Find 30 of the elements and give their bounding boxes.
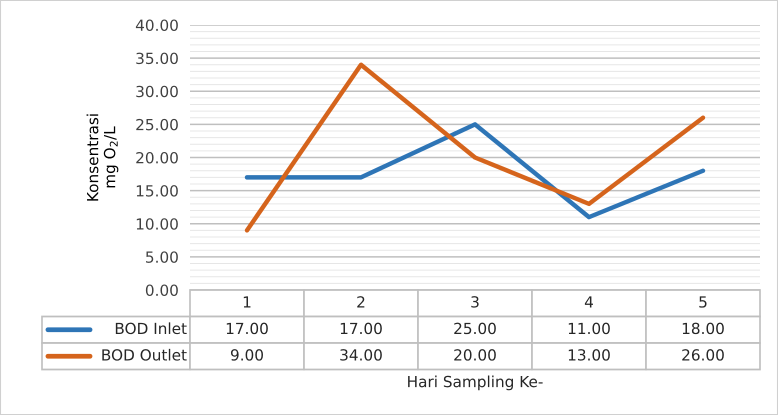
x-axis-title: Hari Sampling Ke-: [408, 376, 543, 390]
data-label: 25.00: [454, 322, 496, 334]
y-tick-label: 35.00: [136, 52, 178, 64]
data-label: 17.00: [226, 322, 268, 334]
y-tick-label: 15.00: [136, 185, 178, 197]
y-tick-label: 5.00: [146, 251, 178, 263]
y-tick-label: 30.00: [136, 86, 178, 98]
y-tick-label: 20.00: [136, 152, 178, 164]
data-label: 9.00: [230, 349, 263, 361]
y-tick-label: 40.00: [136, 19, 178, 32]
data-label: 17.00: [340, 322, 382, 334]
x-tick-label: 5: [699, 296, 707, 308]
line-series: [244, 122, 706, 220]
y-tick-label: 0.00: [146, 284, 178, 296]
x-tick-label: 1: [244, 296, 250, 308]
y-tick-label: 10.00: [136, 218, 178, 230]
data-label: 20.00: [454, 349, 496, 361]
y-tick-label: 25.00: [136, 118, 178, 130]
y-axis-title: Konsentrasi mg O$_{2}$/L: [86, 114, 118, 201]
data-label: 34.00: [340, 349, 382, 361]
data-label: 26.00: [682, 349, 724, 361]
legend-label: BOD Outlet: [102, 348, 187, 361]
x-tick-label: 3: [471, 296, 479, 308]
data-label: 11.00: [568, 322, 610, 334]
data-label: 13.00: [568, 349, 610, 361]
x-tick-label: 4: [584, 296, 594, 308]
x-tick-label: 2: [357, 296, 364, 308]
legend-label: BOD Inlet: [116, 322, 187, 334]
data-label: 18.00: [682, 322, 724, 334]
line-series: [244, 62, 706, 233]
